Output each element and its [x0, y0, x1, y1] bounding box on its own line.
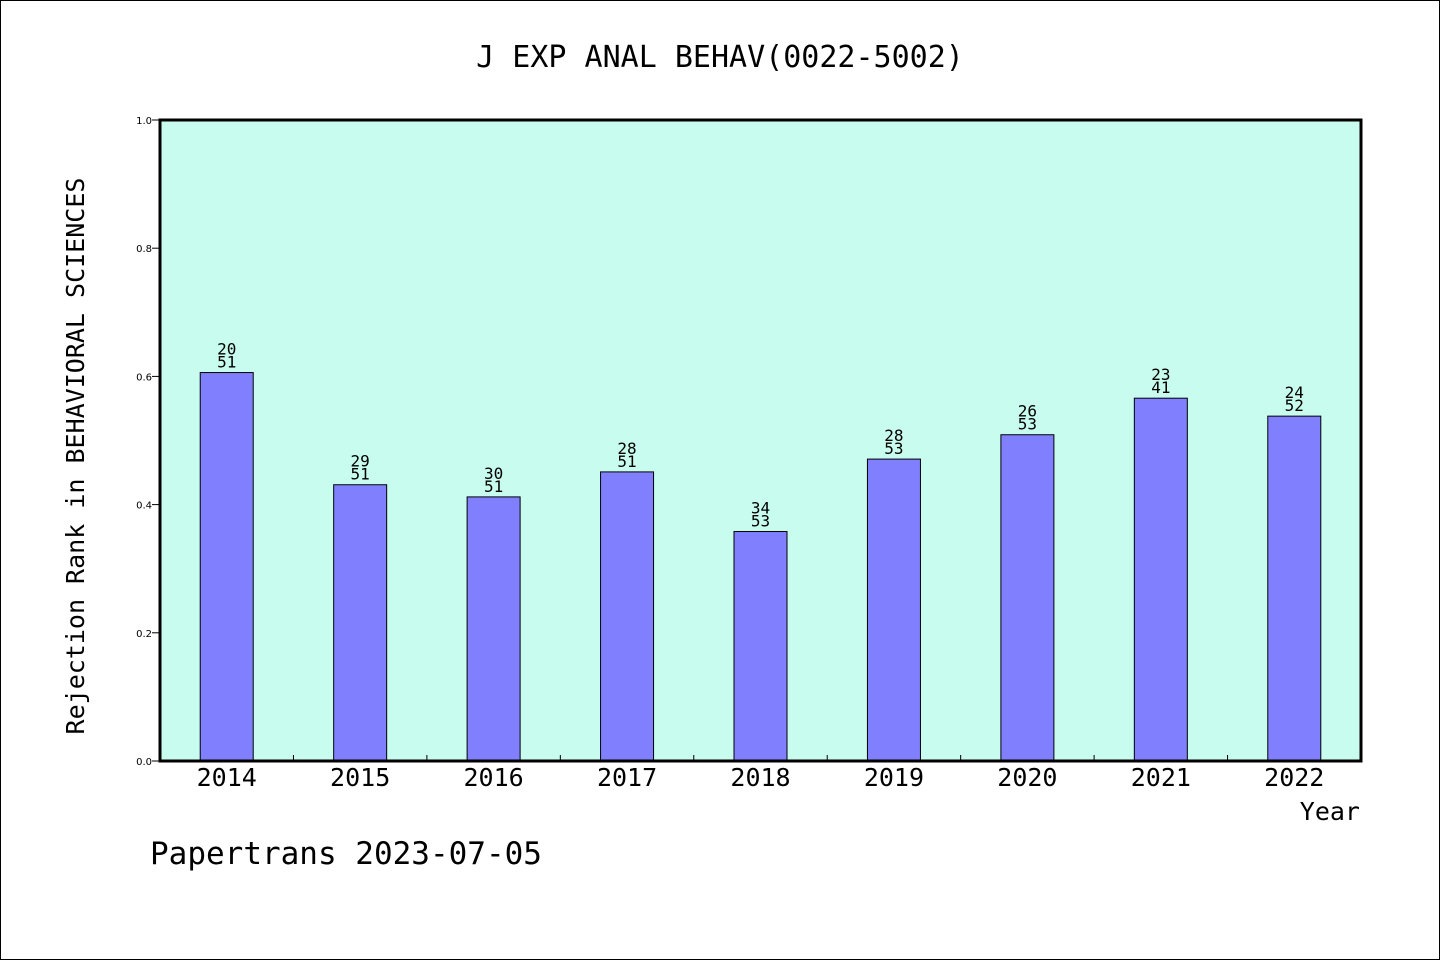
x-tick-label-2019: 2019: [864, 763, 924, 792]
bar-2021: [1133, 397, 1188, 762]
bar-label-bottom-2016: 51: [484, 477, 503, 496]
plot-border: [158, 118, 1363, 763]
footer-watermark: Papertrans 2023-07-05: [150, 836, 542, 872]
bar-2019: [866, 458, 921, 762]
bar-2016: [466, 496, 521, 762]
bars-group: [199, 372, 1322, 762]
bar-label-top-2021: 23: [1151, 365, 1170, 384]
bar-label-top-2018: 34: [751, 499, 770, 518]
bar-label-top-2014: 20: [217, 340, 236, 359]
x-axis-label: Year: [1300, 797, 1360, 826]
bar-label-bottom-2019: 53: [884, 439, 903, 458]
y-tick-label-1: 0.2: [136, 629, 152, 640]
bar-2020: [1000, 434, 1055, 762]
x-tick-label-2022: 2022: [1264, 763, 1324, 792]
bar-label-bottom-2022: 52: [1285, 396, 1304, 415]
y-tick-label-5: 1.0: [136, 116, 152, 127]
x-tick-label-2020: 2020: [997, 763, 1057, 792]
bar-label-bottom-2021: 41: [1151, 378, 1170, 397]
y-tick-label-0: 0.0: [136, 757, 152, 768]
x-tick-label-2017: 2017: [597, 763, 657, 792]
x-tick-label-2018: 2018: [730, 763, 790, 792]
bar-label-bottom-2015: 51: [351, 465, 370, 484]
chart-title: J EXP ANAL BEHAV(0022-5002): [476, 40, 964, 75]
bar-label-bottom-2020: 53: [1018, 415, 1037, 434]
bar-2022: [1267, 415, 1322, 762]
bar-2017: [600, 471, 655, 762]
bar-2014: [199, 372, 254, 762]
bar-label-bottom-2014: 51: [217, 353, 236, 372]
y-axis: 0.0 0.2 0.4 0.6 0.8 1.0: [136, 116, 160, 768]
bar-label-top-2015: 29: [351, 452, 370, 471]
y-tick-label-4: 0.8: [136, 244, 152, 255]
bar-label-top-2020: 26: [1018, 402, 1037, 421]
x-tick-label-2016: 2016: [464, 763, 524, 792]
y-tick-label-2: 0.4: [136, 501, 152, 512]
x-axis: 2014 2015 2016 2017 2018 2019 2020 2021 2022: [197, 755, 1324, 792]
bar-label-bottom-2017: 51: [617, 452, 636, 471]
bar-label-top-2019: 28: [884, 426, 903, 445]
y-axis-label: Rejection Rank in BEHAVIORAL SCIENCES: [61, 178, 90, 735]
bar-label-top-2022: 24: [1285, 383, 1304, 402]
x-tick-label-2014: 2014: [197, 763, 257, 792]
bar-2018: [733, 531, 788, 762]
bar-label-bottom-2018: 53: [751, 512, 770, 531]
bar-label-top-2017: 28: [617, 439, 636, 458]
x-tick-label-2021: 2021: [1131, 763, 1191, 792]
y-tick-label-3: 0.6: [136, 372, 152, 383]
x-tick-label-2015: 2015: [330, 763, 390, 792]
bar-2015: [333, 484, 388, 762]
bar-label-top-2016: 30: [484, 464, 503, 483]
